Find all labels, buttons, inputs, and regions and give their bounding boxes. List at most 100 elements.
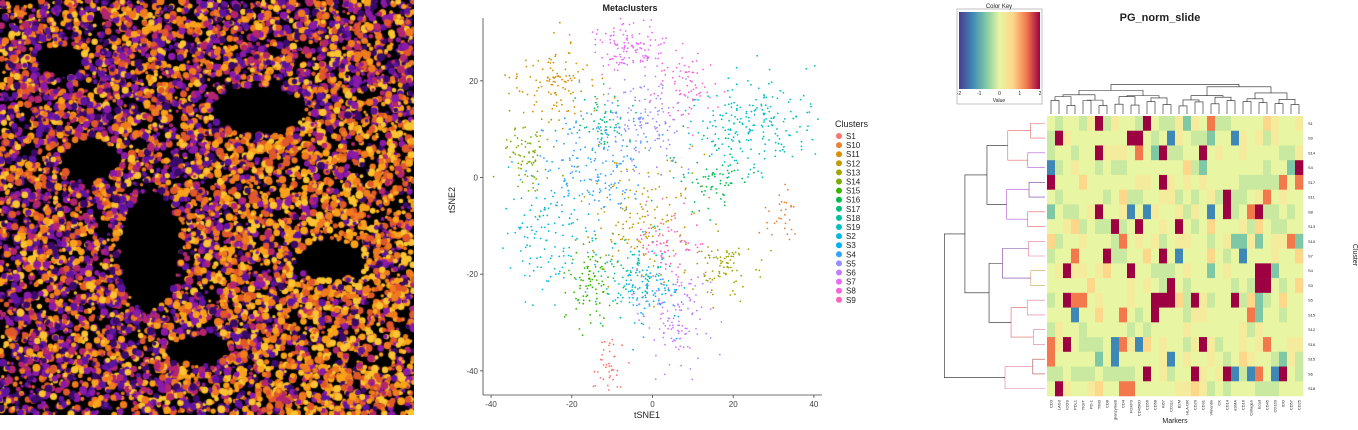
tsne-point — [543, 206, 546, 209]
heatmap-cell — [1279, 248, 1288, 264]
tsne-point — [709, 96, 711, 99]
tsne-point — [645, 300, 648, 303]
heatmap-title: PG_norm_slide — [1120, 12, 1201, 24]
tsne-point — [594, 95, 597, 98]
tsne-point — [796, 131, 798, 133]
tsne-point — [718, 275, 721, 278]
heatmap-cell — [1095, 278, 1104, 294]
tsne-point — [682, 125, 685, 128]
tsne-point — [604, 187, 607, 190]
heatmap-col-label: PD-1 — [1089, 399, 1094, 409]
tsne-point — [603, 143, 606, 146]
tsne-point — [735, 131, 738, 133]
dendro-branch — [986, 145, 1008, 205]
tsne-point — [583, 126, 586, 129]
tsne-point — [627, 196, 630, 199]
tsne-point — [650, 276, 652, 278]
tsne-point — [628, 119, 630, 122]
tsne-point — [642, 275, 645, 278]
tsne-point — [720, 262, 722, 265]
heatmap-cell — [1247, 381, 1256, 397]
heatmap-cell — [1071, 263, 1080, 279]
tsne-point — [609, 198, 612, 201]
tsne-point — [598, 122, 600, 125]
tsne-point — [609, 126, 612, 128]
tsne-point — [644, 204, 647, 206]
tsne-point — [702, 134, 705, 137]
tsne-point — [733, 122, 735, 125]
tsne-point — [570, 132, 573, 135]
heatmap-cell — [1255, 116, 1264, 132]
heatmap-cell — [1175, 381, 1184, 397]
heatmap-cell — [1239, 351, 1248, 367]
tsne-point — [689, 347, 691, 349]
tsne-point — [764, 143, 767, 146]
tsne-point — [641, 60, 644, 63]
tsne-point — [562, 277, 565, 279]
heatmap-cell — [1095, 381, 1104, 397]
tsne-point — [669, 262, 672, 265]
tsne-point — [667, 226, 669, 229]
tsne-point — [721, 260, 724, 263]
tsne-point — [577, 165, 580, 168]
heatmap-cell — [1071, 322, 1080, 338]
tsne-point — [589, 313, 592, 316]
heatmap-col-label: CD56 — [1145, 399, 1150, 410]
tsne-point — [634, 286, 637, 289]
tsne-point — [610, 183, 613, 186]
tsne-point — [587, 236, 589, 239]
tsne-point — [723, 161, 726, 163]
heatmap-cell — [1239, 145, 1248, 161]
heatmap-cell — [1151, 337, 1160, 353]
tsne-point — [600, 275, 603, 277]
tsne-point — [735, 66, 738, 69]
tsne-point — [572, 221, 574, 224]
tsne-point — [584, 227, 587, 229]
heatmap-cell — [1167, 160, 1176, 176]
tsne-point — [678, 330, 680, 333]
tsne-point — [781, 148, 784, 151]
heatmap-cell — [1255, 381, 1264, 397]
dendro-branch — [1258, 102, 1268, 114]
tsne-point — [762, 94, 765, 96]
tsne-point — [784, 183, 786, 186]
tsne-point — [693, 212, 695, 215]
heatmap-cell — [1055, 366, 1064, 382]
legend-label: S3 — [846, 241, 856, 250]
heatmap-cell — [1111, 130, 1120, 146]
heatmap-cell — [1263, 337, 1272, 353]
tsne-point — [612, 185, 614, 188]
tsne-point — [595, 288, 597, 291]
tsne-point — [697, 276, 699, 278]
tsne-point — [663, 373, 666, 376]
heatmap-cell — [1079, 366, 1088, 382]
tsne-point — [640, 47, 643, 50]
tsne-point — [610, 173, 612, 176]
tsne-point — [678, 337, 681, 340]
heatmap-row-label: S11 — [1308, 195, 1316, 200]
heatmap-cell — [1111, 263, 1120, 279]
tsne-point — [784, 222, 787, 225]
heatmap-cell — [1071, 145, 1080, 161]
heatmap-col-label: CD31 — [1201, 399, 1206, 410]
heatmap-cell — [1247, 351, 1256, 367]
tsne-point — [655, 230, 657, 232]
tsne-point — [666, 310, 669, 312]
tsne-point — [588, 130, 591, 133]
tsne-point — [631, 36, 634, 39]
tsne-point — [595, 310, 598, 312]
tsne-point — [657, 287, 660, 290]
tsne-point — [598, 200, 600, 202]
tsne-point — [601, 354, 604, 356]
tsne-point — [691, 134, 694, 137]
tsne-point — [644, 253, 647, 255]
tsne-point — [728, 119, 730, 122]
dendro-branch — [1190, 95, 1224, 100]
tsne-point — [747, 132, 750, 135]
tsne-point — [608, 362, 610, 365]
tsne-point — [605, 126, 607, 128]
tsne-point — [748, 130, 751, 133]
tsne-point — [690, 107, 693, 110]
tsne-point — [758, 153, 761, 155]
